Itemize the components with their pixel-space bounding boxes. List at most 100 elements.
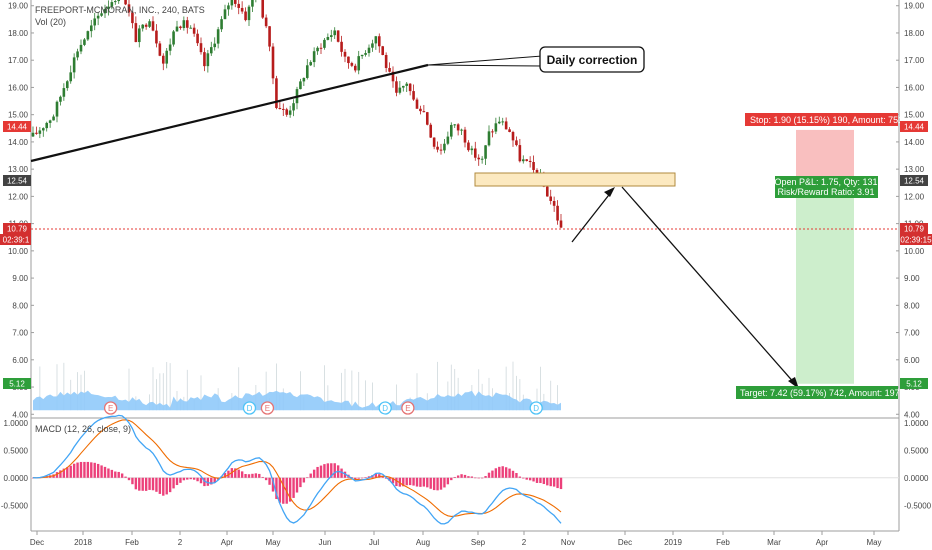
candle-body — [343, 51, 347, 57]
macd-histogram-bar — [186, 477, 189, 480]
macd-histogram-bar — [357, 477, 360, 479]
left-tick-label: 18.00 — [8, 29, 29, 38]
macd-histogram-bar — [330, 463, 333, 478]
macd-histogram-bar — [206, 477, 210, 486]
arrow-down[interactable] — [621, 186, 797, 386]
tag-volume: 5.12 — [906, 380, 922, 389]
legend: FREEPORT-MCMORAN, INC., 240, BATS Vol (2… — [35, 5, 205, 434]
candle-body — [497, 121, 501, 124]
candle-body — [285, 109, 289, 115]
left-tag-current-bg — [3, 223, 31, 234]
macd-histogram-bar — [453, 476, 456, 478]
macd-histogram-bar — [532, 477, 535, 482]
candle-body — [59, 96, 62, 102]
panes — [30, 0, 900, 532]
left-tag-volume-bg — [3, 378, 31, 389]
legend-volume: Vol (20) — [35, 17, 66, 27]
earnings-marker[interactable] — [103, 401, 118, 415]
support-zone-box[interactable] — [474, 172, 676, 187]
left-tag-stop-bg — [3, 121, 31, 132]
right-tick-label: 10.00 — [904, 247, 925, 256]
macd-histogram-bar — [282, 477, 285, 504]
left-tick-label: 13.00 — [8, 165, 29, 174]
legend-title: FREEPORT-MCMORAN, INC., 240, BATS — [35, 5, 205, 15]
candle-body — [494, 123, 498, 132]
candle-body — [412, 91, 415, 100]
macd-histogram-bar — [275, 477, 278, 499]
macd-right-tick: 0.0000 — [904, 474, 929, 483]
macd-histogram-bar — [456, 475, 460, 478]
macd-histogram-bar — [323, 464, 326, 478]
drawings[interactable]: Daily correction — [30, 46, 899, 389]
macd-histogram-bar — [189, 477, 192, 480]
dividend-marker[interactable] — [529, 401, 543, 415]
macd-signal-line — [32, 419, 562, 517]
candle-body — [206, 53, 210, 67]
macd-histogram-bar — [69, 465, 72, 478]
dividend-marker[interactable] — [242, 401, 257, 415]
macd-histogram-bar — [460, 474, 463, 478]
x-tick-label: Jun — [319, 538, 332, 547]
callout-box[interactable] — [539, 46, 645, 73]
tag-stop-bg — [900, 121, 928, 132]
macd-histogram-bar — [90, 462, 93, 478]
arrow-up[interactable] — [571, 190, 613, 243]
candle-body — [48, 120, 52, 123]
left-tick-label: 8.00 — [12, 301, 28, 310]
candle-body — [275, 78, 278, 109]
macd-histogram-bar — [552, 477, 556, 487]
candle-body — [491, 131, 494, 133]
candle-body — [86, 31, 90, 40]
macd-histogram-bar — [148, 477, 151, 490]
candle-body — [103, 9, 107, 14]
candle-body — [340, 41, 343, 52]
candle-body — [216, 29, 220, 44]
tag-volume-bg — [900, 378, 928, 389]
macd-histogram-bar — [66, 467, 69, 478]
macd-histogram-bar — [546, 477, 549, 486]
volume-layer — [33, 361, 561, 411]
x-tick-label: Feb — [716, 538, 730, 547]
macd-histogram-bar — [227, 470, 230, 478]
macd-histogram-bar — [333, 463, 336, 478]
candle-body — [179, 26, 182, 29]
candle-body — [209, 47, 213, 54]
macd-histogram-bar — [487, 472, 491, 478]
candle-body — [175, 26, 179, 32]
macd-histogram-bar — [360, 477, 364, 479]
macd-histogram-bar — [254, 473, 258, 478]
candle-body — [131, 12, 134, 24]
macd-histogram-bar — [518, 476, 522, 478]
trendline[interactable] — [30, 63, 429, 163]
candle-body — [443, 143, 446, 151]
candle-body — [251, 0, 254, 7]
candle-body — [384, 54, 388, 68]
candle-body — [415, 99, 419, 109]
earnings-marker[interactable] — [401, 401, 415, 415]
macd-histogram-bar — [179, 477, 182, 483]
target-label-bg — [736, 386, 898, 399]
candle-body — [377, 36, 381, 47]
macd-histogram-bar — [556, 477, 559, 489]
candle-body — [360, 54, 364, 57]
candle-body — [69, 72, 73, 82]
macd-histogram-bar — [354, 477, 357, 480]
earnings-marker[interactable] — [260, 401, 275, 415]
price-pane — [31, 0, 899, 417]
dividend-marker[interactable] — [378, 401, 392, 415]
x-tick-label: Apr — [221, 538, 234, 547]
macd-histogram-bar — [223, 472, 227, 478]
dividend-marker-label: D — [382, 404, 388, 413]
candle-body — [62, 88, 66, 97]
left-tick-label: 4.00 — [12, 410, 28, 419]
candle-body — [113, 1, 117, 3]
candle-body — [456, 124, 460, 131]
candle-body — [350, 63, 354, 66]
left-tick-label: 10.00 — [8, 247, 29, 256]
macd-histogram-bar — [446, 477, 450, 485]
macd-histogram-bar — [261, 476, 264, 478]
position-tool[interactable] — [796, 129, 854, 384]
candle-body — [41, 128, 45, 131]
macd-histogram-bar — [443, 477, 446, 488]
macd-histogram-bar — [436, 477, 439, 491]
